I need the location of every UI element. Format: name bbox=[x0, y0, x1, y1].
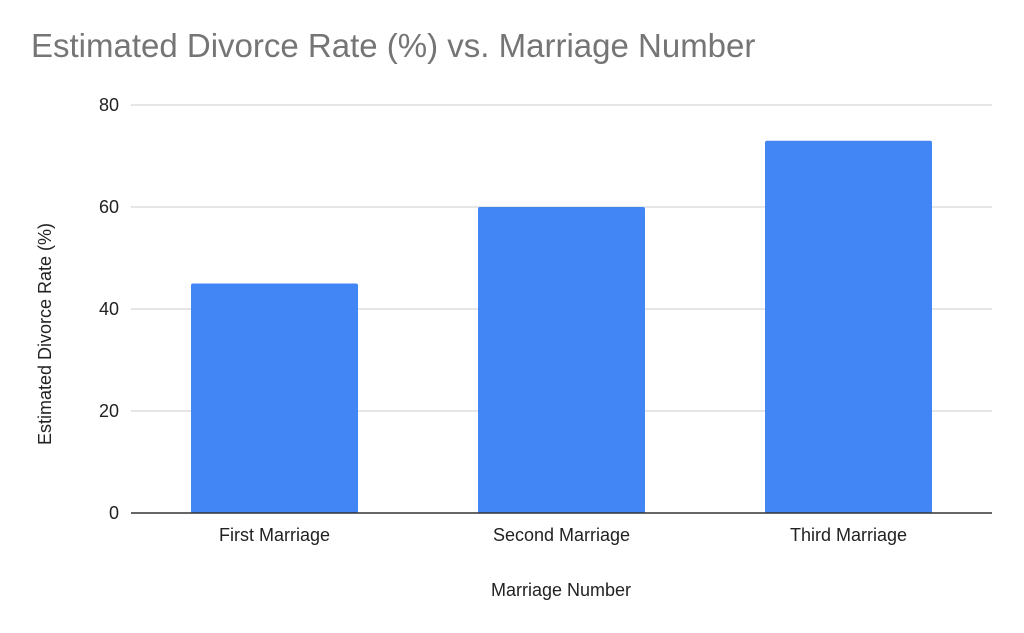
y-tick-label: 40 bbox=[99, 299, 119, 319]
y-tick-label: 80 bbox=[99, 95, 119, 115]
y-axis-title: Estimated Divorce Rate (%) bbox=[35, 223, 55, 445]
bars bbox=[191, 140, 932, 513]
x-tick-label: Third Marriage bbox=[790, 525, 907, 545]
x-tick-labels: First Marriage Second Marriage Third Marri… bbox=[219, 525, 907, 545]
bar bbox=[478, 207, 645, 513]
y-tick-label: 60 bbox=[99, 197, 119, 217]
y-tick-labels: 0 20 40 60 80 bbox=[99, 95, 119, 523]
bar bbox=[765, 140, 932, 513]
y-tick-label: 20 bbox=[99, 401, 119, 421]
y-tick-label: 0 bbox=[109, 503, 119, 523]
bar bbox=[191, 283, 358, 513]
chart-title: Estimated Divorce Rate (%) vs. Marriage … bbox=[31, 27, 756, 64]
x-tick-label: Second Marriage bbox=[493, 525, 630, 545]
x-axis-title: Marriage Number bbox=[491, 580, 631, 600]
x-tick-label: First Marriage bbox=[219, 525, 330, 545]
